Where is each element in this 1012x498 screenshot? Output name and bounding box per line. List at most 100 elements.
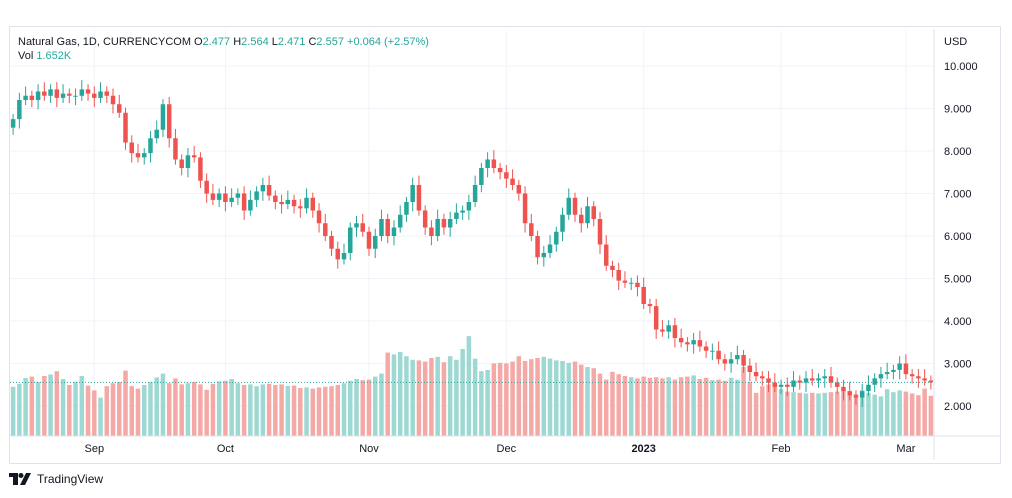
volume-bar (447, 356, 453, 436)
candle-body (628, 282, 634, 284)
volume-bar (397, 352, 403, 436)
volume-bar (216, 381, 222, 436)
chart-frame (9, 26, 1001, 464)
volume-bar (491, 363, 497, 436)
volume-bar (610, 371, 615, 436)
candle-body (23, 95, 28, 100)
candle-body (29, 95, 35, 100)
candle-body (641, 287, 646, 304)
candle-body (79, 89, 85, 96)
volume-bar (360, 380, 365, 436)
candle-body (348, 227, 353, 253)
volume-bar (422, 361, 428, 436)
candle-body (635, 282, 640, 287)
volume-bar (10, 386, 16, 436)
volume-bar (803, 393, 809, 436)
volume-bar (828, 392, 834, 436)
candle-body (797, 380, 803, 383)
volume-bar (647, 377, 653, 436)
volume-bar (254, 386, 259, 436)
price-axis: 2.000 3.000 4.000 5.000 6.000 7.000 8.000 9.000… (944, 61, 978, 413)
volume-bar (672, 379, 678, 436)
candle-body (104, 91, 110, 96)
volume-bar (560, 361, 565, 436)
candle-body (397, 214, 403, 228)
candle-body (166, 104, 172, 139)
volume-bar (741, 367, 746, 436)
volume-bar (472, 358, 478, 436)
candle-body (766, 378, 771, 383)
candle-body (98, 91, 103, 98)
candle-body (828, 376, 834, 383)
volume-bar (922, 388, 927, 436)
candle-body (354, 223, 359, 228)
volume-bar (641, 376, 646, 436)
volume-label: Vol (18, 50, 34, 62)
volume-bar (710, 380, 715, 436)
candle-body (847, 391, 852, 396)
volume-bar (260, 384, 266, 436)
candle-body (772, 382, 778, 387)
volume-bar (834, 391, 840, 436)
volume-bar (248, 384, 253, 436)
candle-body (610, 265, 615, 270)
candle-body (710, 350, 715, 352)
candle-body (135, 153, 141, 158)
candle-body (622, 280, 628, 283)
volume-bar (466, 336, 472, 436)
volume-bar (747, 382, 753, 436)
candle-body (223, 193, 228, 202)
volume-bar (429, 358, 434, 436)
low-label: L (271, 36, 278, 48)
candle-body (173, 138, 178, 160)
candle-body (285, 199, 291, 205)
volume-bar (897, 390, 902, 436)
volume-bar (185, 383, 191, 436)
volume-bar (335, 385, 341, 436)
volume-bar (210, 383, 216, 436)
candle-body (841, 386, 846, 392)
candle-body (510, 178, 515, 185)
candle-body (304, 197, 309, 209)
candle-body (585, 206, 590, 224)
volume-bar (547, 358, 553, 436)
volume-bar (891, 392, 896, 436)
volume-bars (10, 336, 934, 436)
candle-body (73, 95, 78, 97)
tradingview-name: TradingView (37, 472, 104, 486)
tradingview-brand[interactable]: TradingView (9, 472, 103, 486)
volume-bar (379, 373, 384, 436)
candle-body (447, 219, 453, 228)
grid (10, 30, 934, 436)
candle-body (67, 93, 72, 96)
volume-bar (810, 392, 815, 436)
volume-bar (666, 377, 671, 436)
volume-bar (141, 385, 147, 436)
volume-bar (479, 371, 484, 436)
candle-body (810, 378, 815, 381)
price-tick-label: 6.000 (944, 231, 972, 243)
volume-bar (566, 362, 572, 436)
volume-bar (135, 388, 141, 436)
candle-body (310, 197, 316, 211)
volume-bar (323, 386, 328, 436)
volume-bar (797, 392, 803, 436)
volume-bar (35, 382, 41, 436)
price-tick-label: 10.000 (944, 61, 978, 73)
candle-body (279, 202, 284, 205)
candle-body (148, 138, 153, 154)
high-label: H (233, 36, 242, 48)
volume-bar (198, 384, 203, 436)
volume-bar (872, 394, 877, 436)
volume-bar (160, 373, 166, 436)
volume-bar (285, 385, 291, 436)
candle-body (560, 214, 565, 232)
volume-bar (878, 396, 884, 436)
candle-body (616, 270, 621, 281)
candle-body (366, 231, 372, 249)
volume-bar (79, 376, 85, 436)
candle-body (660, 329, 665, 332)
candle-body (210, 193, 216, 200)
volume-bar (223, 380, 228, 436)
